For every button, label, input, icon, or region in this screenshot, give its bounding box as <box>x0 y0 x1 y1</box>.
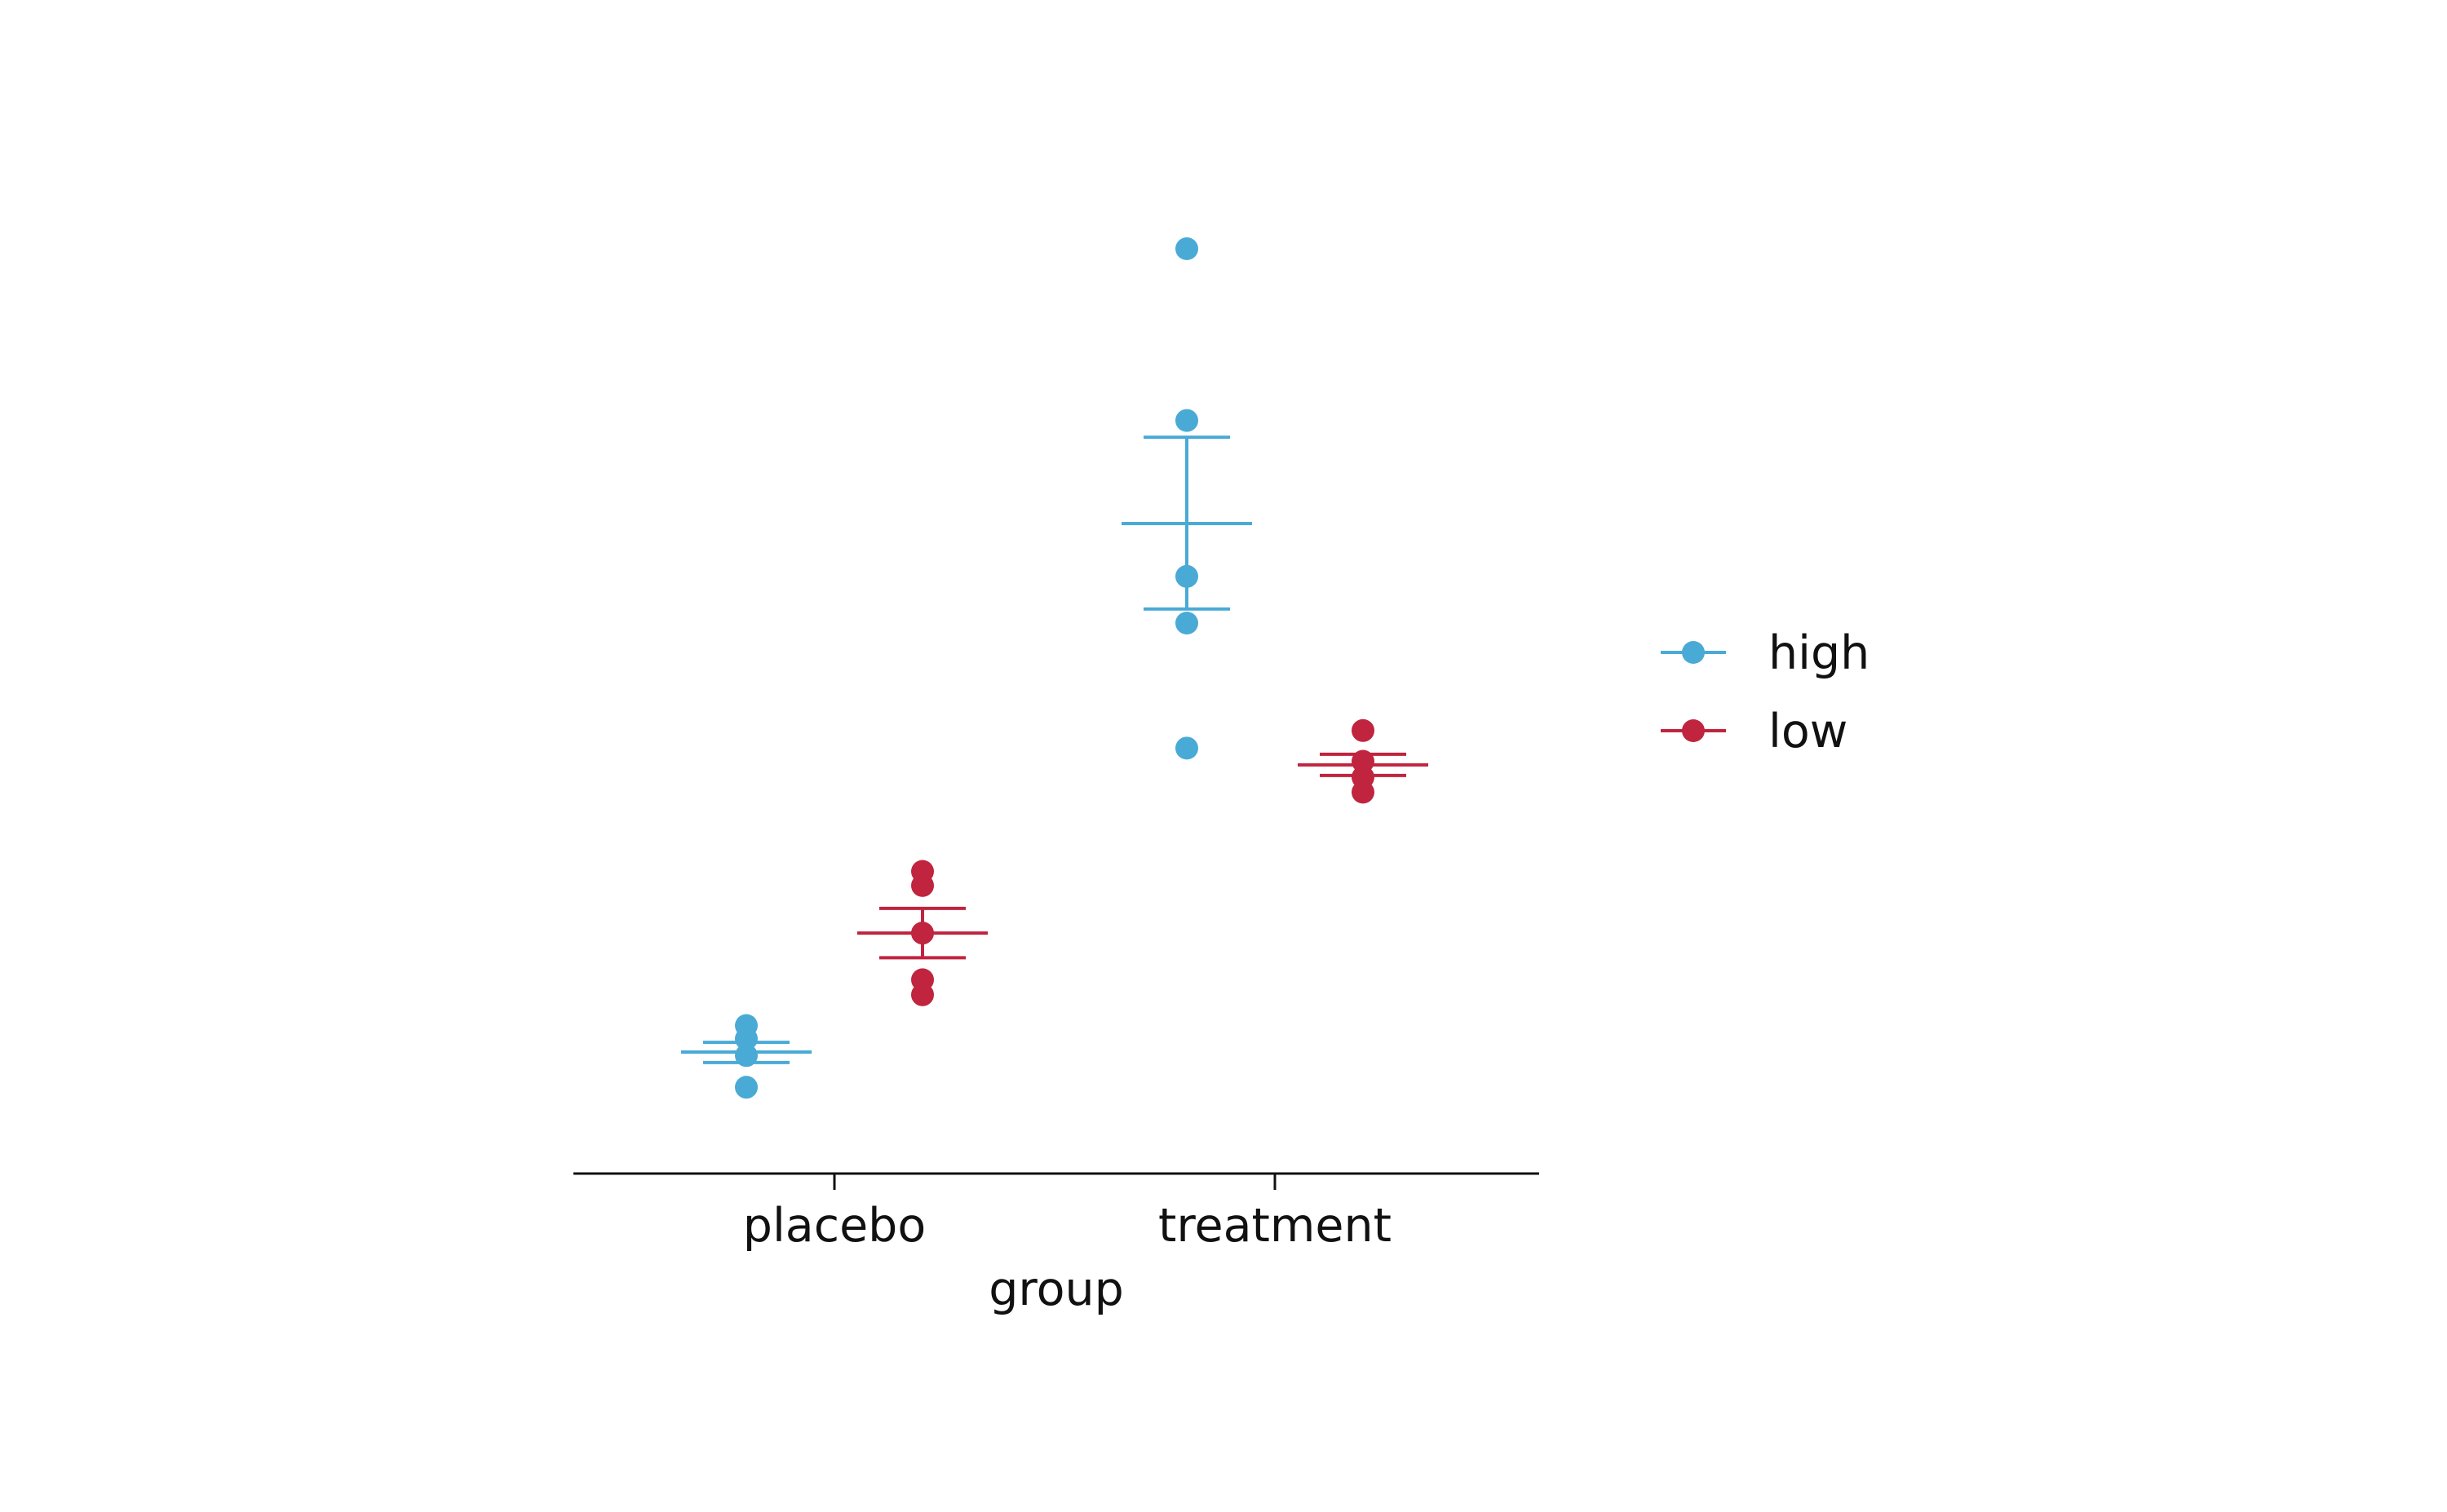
x-tick-label-placebo: placebo <box>743 1199 926 1253</box>
point-low-treatment <box>1352 749 1374 773</box>
point-low-treatment <box>1352 780 1374 804</box>
chart-marks <box>681 237 1428 1099</box>
legend: high low <box>1661 626 1870 758</box>
legend-label-low: low <box>1768 705 1847 758</box>
point-high-treatment <box>1175 736 1198 760</box>
point-high-treatment <box>1175 237 1198 260</box>
legend-label-high: high <box>1768 626 1870 680</box>
point-high-placebo <box>735 1044 758 1068</box>
x-ticks: placebo treatment <box>743 1174 1392 1253</box>
point-low-treatment <box>1352 718 1374 742</box>
point-high-treatment <box>1175 409 1198 432</box>
point-high-placebo <box>735 1076 758 1099</box>
point-low-placebo <box>911 922 934 945</box>
point-low-placebo <box>911 983 934 1006</box>
legend-marker-high <box>1682 641 1705 664</box>
point-high-placebo <box>735 1027 758 1050</box>
legend-marker-low <box>1682 719 1705 742</box>
point-low-placebo <box>911 873 934 897</box>
point-high-treatment <box>1175 564 1198 588</box>
x-tick-label-treatment: treatment <box>1158 1199 1392 1253</box>
x-axis-title: group <box>989 1262 1124 1316</box>
point-high-treatment <box>1175 612 1198 634</box>
